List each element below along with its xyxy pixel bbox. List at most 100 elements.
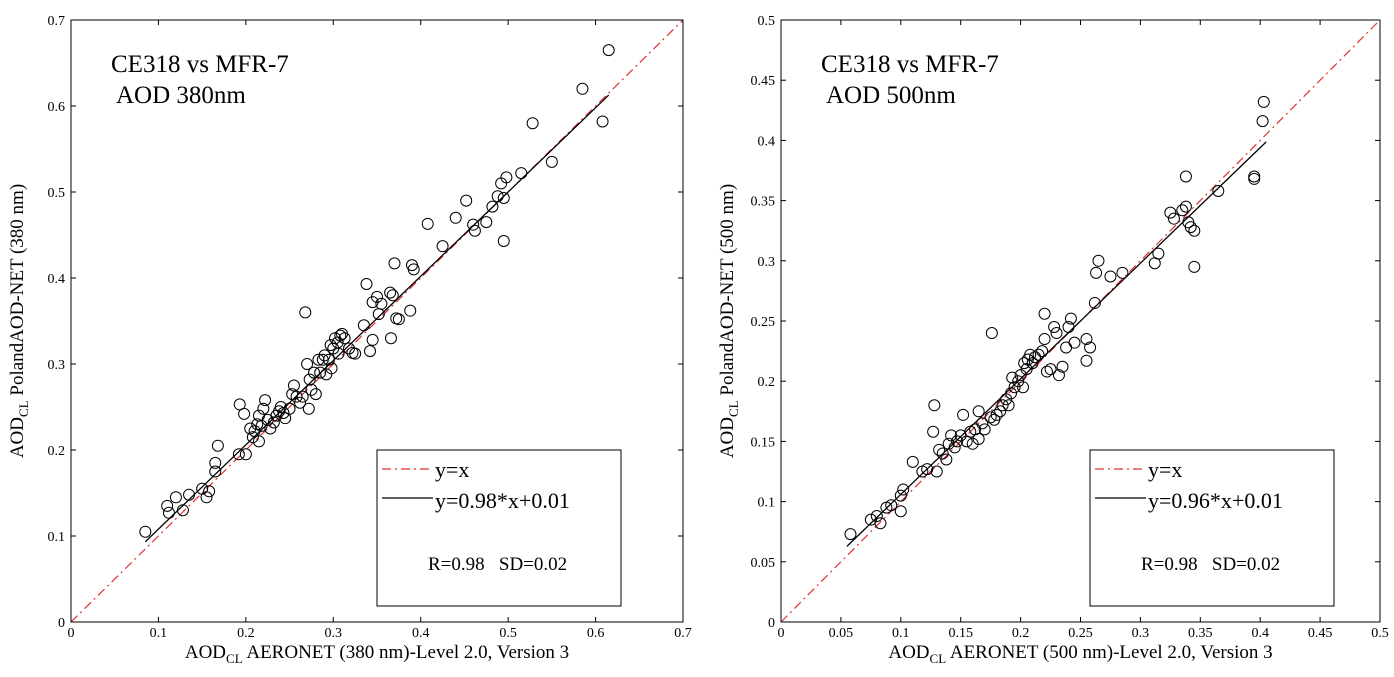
- chart2-point: [1248, 172, 1261, 185]
- chart1-ytick-label: 0.6: [48, 100, 66, 115]
- chart2-point: [936, 447, 949, 460]
- chart1-point: [274, 401, 287, 413]
- chart1-ytick-label: 0.3: [48, 358, 66, 373]
- chart2-point: [1020, 363, 1033, 376]
- chart1-point: [602, 44, 615, 57]
- chart2-ytick-label: 0: [768, 616, 775, 631]
- chart1-point: [386, 289, 399, 302]
- chart1-point: [252, 435, 265, 448]
- chart1-point: [169, 491, 182, 504]
- chart2-point: [996, 399, 1009, 412]
- chart1-point: [290, 390, 303, 403]
- chart2-xtick-label: 0.3: [1132, 626, 1150, 641]
- chart1-point: [211, 439, 224, 452]
- chart1-point: [360, 278, 373, 291]
- chart1-legend-label-identity: y=x: [435, 457, 469, 482]
- chart2-point: [957, 408, 970, 421]
- chart1: 0 0.1 0.2 0.3 0.4 0.5 0.6 0.7 0 0.1 0.2 0.3 0.4 0.5 0.…: [7, 14, 692, 666]
- chart2-point: [1167, 212, 1180, 225]
- chart2-point: [1048, 321, 1061, 334]
- chart2-point: [928, 399, 941, 412]
- chart2-plot-frame: [780, 19, 1381, 623]
- chart1-point: [255, 419, 268, 432]
- chart2-point: [1038, 307, 1051, 320]
- chart1-point: [497, 192, 510, 205]
- chart2-point: [1084, 341, 1097, 354]
- chart2-point: [951, 435, 964, 448]
- chart2-point: [870, 510, 883, 523]
- chart2-point: [1184, 221, 1197, 234]
- chart1-legend-stats: R=0.98 SD=0.02: [428, 554, 567, 575]
- chart2-point: [1002, 399, 1015, 412]
- chart1-point: [312, 353, 325, 366]
- chart1-point: [257, 402, 270, 415]
- chart2-point: [894, 489, 907, 502]
- chart1-point: [209, 456, 222, 469]
- chart1-point: [277, 407, 290, 420]
- chart1-annotation-line-2: AOD 380nm: [116, 82, 246, 109]
- chart2-point: [990, 408, 1003, 421]
- chart2-ytick-label: 0.4: [758, 134, 776, 149]
- chart2-y-axis-label: AODCL PolandAOD-NET (500 nm): [717, 184, 741, 458]
- chart2-point: [1080, 333, 1093, 346]
- chart1-point: [161, 499, 174, 512]
- chart2-point: [1028, 351, 1041, 364]
- chart2-point: [1062, 321, 1075, 334]
- chart2-point: [976, 417, 989, 430]
- chart1-point: [267, 416, 280, 429]
- chart1-point: [209, 465, 222, 478]
- chart1-point: [500, 171, 513, 184]
- chart1-ytick-label: 0.5: [48, 186, 66, 201]
- chart2-point: [906, 455, 919, 468]
- chart2-point: [1005, 387, 1018, 400]
- chart1-point: [318, 349, 331, 362]
- chart2-ytick-label: 0.1: [758, 496, 776, 511]
- chart2-xtick-label: 0.25: [1068, 626, 1093, 641]
- chart2-point: [1092, 254, 1105, 267]
- chart1-xtick-label: 0: [68, 626, 75, 641]
- chart1-point: [467, 218, 480, 231]
- chart2-point: [897, 483, 910, 496]
- chart1-xtick-label: 0.6: [587, 626, 605, 641]
- chart1-point: [480, 216, 493, 229]
- chart2-point: [1040, 365, 1053, 378]
- chart1-point: [338, 332, 351, 345]
- chart2-ytick-label: 0.5: [758, 14, 776, 29]
- chart1-ytick-label: 0.2: [48, 444, 66, 459]
- chart2-point: [1018, 357, 1031, 370]
- chart1-point: [468, 224, 481, 237]
- chart1-point: [372, 308, 385, 321]
- chart2-point: [1026, 357, 1039, 370]
- chart1-point: [232, 448, 245, 461]
- chart2-point: [1006, 371, 1019, 384]
- chart1-point: [388, 257, 401, 270]
- chart2-point: [1068, 336, 1081, 349]
- chart1-point: [239, 448, 252, 461]
- chart2-point: [1188, 224, 1201, 237]
- chart1-xtick-label: 0.2: [237, 626, 255, 641]
- chart2-point: [1176, 204, 1189, 217]
- chart1-xtick-label: 0.5: [499, 626, 517, 641]
- chart2-legend-stats: R=0.98 SD=0.02: [1141, 554, 1280, 575]
- chart2-point: [940, 453, 953, 466]
- chart1-point: [375, 297, 388, 310]
- chart2-point: [1188, 260, 1201, 273]
- chart1-point: [421, 217, 434, 230]
- chart2-point: [885, 499, 898, 512]
- chart1-point: [460, 194, 473, 207]
- chart2-point: [1038, 333, 1051, 346]
- chart1-point: [322, 353, 335, 366]
- chart1-ytick-label: 0: [58, 616, 65, 631]
- chart2-ytick-label: 0.3: [758, 255, 776, 270]
- chart1-point: [200, 491, 213, 504]
- chart1-point: [486, 200, 499, 213]
- chart1-point: [287, 379, 300, 392]
- chart1-xtick-label: 0.7: [674, 626, 692, 641]
- chart2-legend-box: [1089, 449, 1335, 607]
- chart2-xtick-label: 0.2: [1012, 626, 1030, 641]
- chart1-xtick-label: 0.3: [325, 626, 343, 641]
- chart2-point: [994, 405, 1007, 418]
- chart2-point: [930, 465, 943, 478]
- chart2-point: [921, 463, 934, 476]
